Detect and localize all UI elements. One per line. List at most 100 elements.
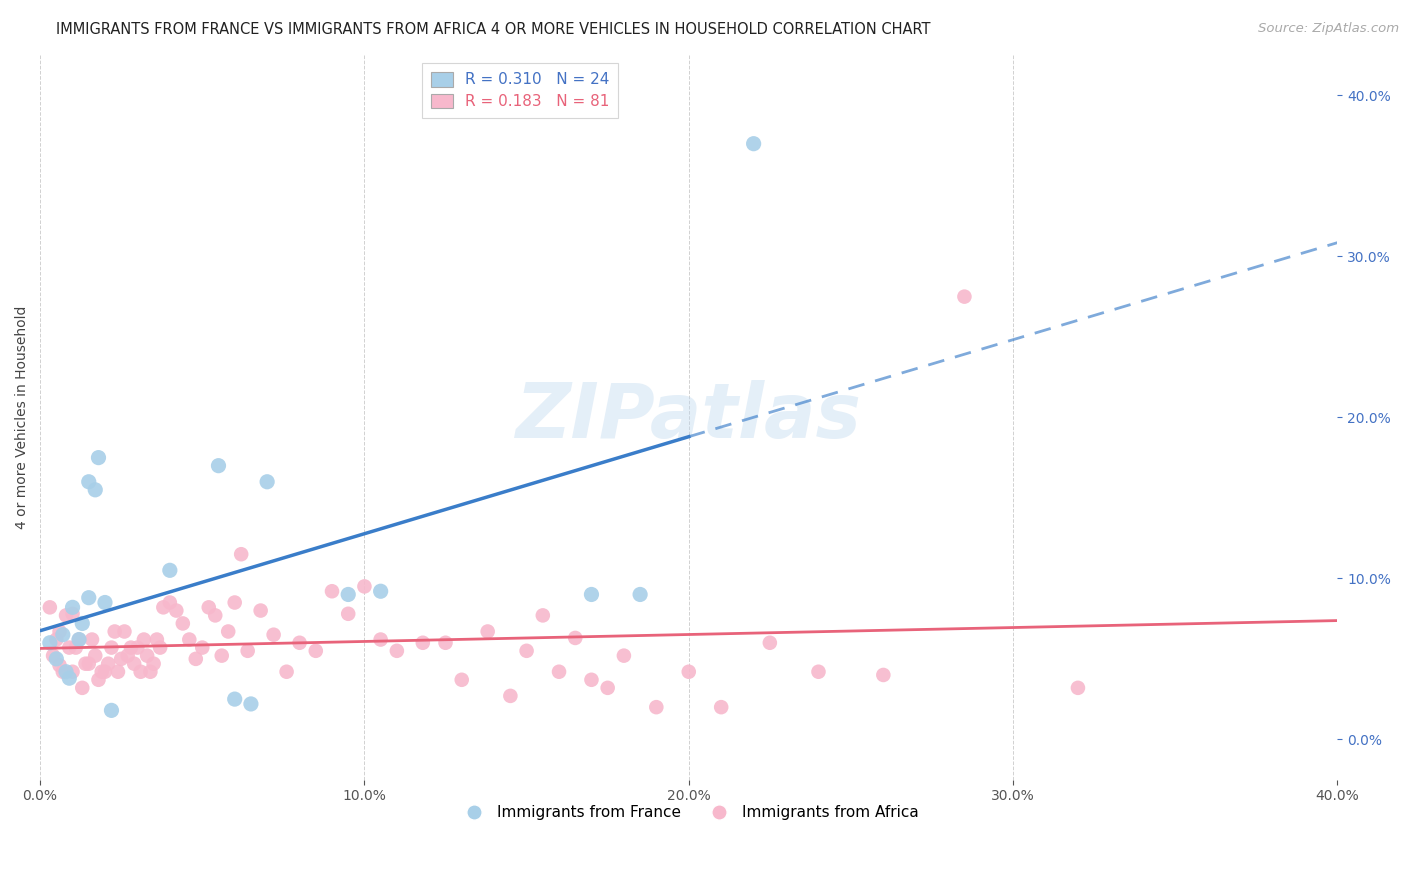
Point [84, 483, 107, 497]
Point [224, 692, 246, 706]
Point [94, 595, 117, 609]
Point [742, 136, 765, 151]
Point [97, 657, 120, 671]
Point [370, 584, 392, 599]
Point [114, 624, 136, 639]
Point [72, 616, 94, 631]
Point [48, 624, 70, 639]
Point [136, 648, 159, 663]
Point [142, 657, 165, 671]
Point [263, 628, 285, 642]
Point [55, 608, 77, 623]
Point [90, 665, 112, 679]
Point [45, 632, 67, 647]
Legend: Immigrants from France, Immigrants from Africa: Immigrants from France, Immigrants from … [453, 799, 925, 826]
Point [122, 657, 145, 671]
Point [759, 636, 782, 650]
Point [184, 652, 207, 666]
Point [256, 475, 278, 489]
Text: IMMIGRANTS FROM FRANCE VS IMMIGRANTS FROM AFRICA 4 OR MORE VEHICLES IN HOUSEHOLD: IMMIGRANTS FROM FRANCE VS IMMIGRANTS FRO… [56, 22, 931, 37]
Point [48, 658, 70, 673]
Point [564, 631, 586, 645]
Point [353, 579, 375, 593]
Point [305, 644, 328, 658]
Point [58, 640, 80, 655]
Point [62, 607, 84, 621]
Point [127, 640, 149, 655]
Point [207, 458, 229, 473]
Point [224, 595, 246, 609]
Point [172, 616, 194, 631]
Point [953, 290, 976, 304]
Point [276, 665, 298, 679]
Point [211, 648, 233, 663]
Point [596, 681, 619, 695]
Point [146, 632, 169, 647]
Point [288, 636, 311, 650]
Point [72, 681, 94, 695]
Point [42, 648, 65, 663]
Point [104, 624, 127, 639]
Point [100, 703, 122, 717]
Point [55, 665, 77, 679]
Point [548, 665, 571, 679]
Point [110, 652, 132, 666]
Point [581, 673, 603, 687]
Point [450, 673, 472, 687]
Point [80, 632, 103, 647]
Point [67, 632, 90, 647]
Point [94, 665, 117, 679]
Point [337, 587, 360, 601]
Point [581, 587, 603, 601]
Point [1067, 681, 1090, 695]
Point [412, 636, 434, 650]
Point [129, 665, 152, 679]
Point [52, 628, 75, 642]
Point [434, 636, 457, 650]
Point [52, 665, 75, 679]
Point [204, 608, 226, 623]
Point [385, 644, 408, 658]
Point [87, 450, 110, 465]
Point [58, 671, 80, 685]
Point [370, 632, 392, 647]
Point [75, 657, 97, 671]
Point [107, 665, 129, 679]
Point [613, 648, 636, 663]
Point [249, 603, 271, 617]
Point [45, 652, 67, 666]
Point [516, 644, 538, 658]
Point [120, 640, 142, 655]
Point [321, 584, 343, 599]
Point [807, 665, 830, 679]
Point [38, 600, 60, 615]
Point [132, 632, 155, 647]
Point [217, 624, 239, 639]
Y-axis label: 4 or more Vehicles in Household: 4 or more Vehicles in Household [15, 306, 30, 529]
Point [236, 644, 259, 658]
Point [191, 640, 214, 655]
Point [77, 657, 100, 671]
Point [38, 636, 60, 650]
Point [77, 591, 100, 605]
Point [87, 673, 110, 687]
Text: Source: ZipAtlas.com: Source: ZipAtlas.com [1258, 22, 1399, 36]
Point [197, 600, 219, 615]
Point [159, 595, 181, 609]
Point [139, 665, 162, 679]
Point [62, 600, 84, 615]
Point [152, 600, 174, 615]
Point [678, 665, 700, 679]
Point [710, 700, 733, 714]
Point [179, 632, 201, 647]
Point [65, 640, 87, 655]
Point [100, 640, 122, 655]
Point [477, 624, 499, 639]
Point [77, 475, 100, 489]
Point [872, 668, 894, 682]
Point [149, 640, 172, 655]
Point [239, 697, 262, 711]
Point [231, 547, 253, 561]
Text: ZIPatlas: ZIPatlas [516, 380, 862, 454]
Point [531, 608, 554, 623]
